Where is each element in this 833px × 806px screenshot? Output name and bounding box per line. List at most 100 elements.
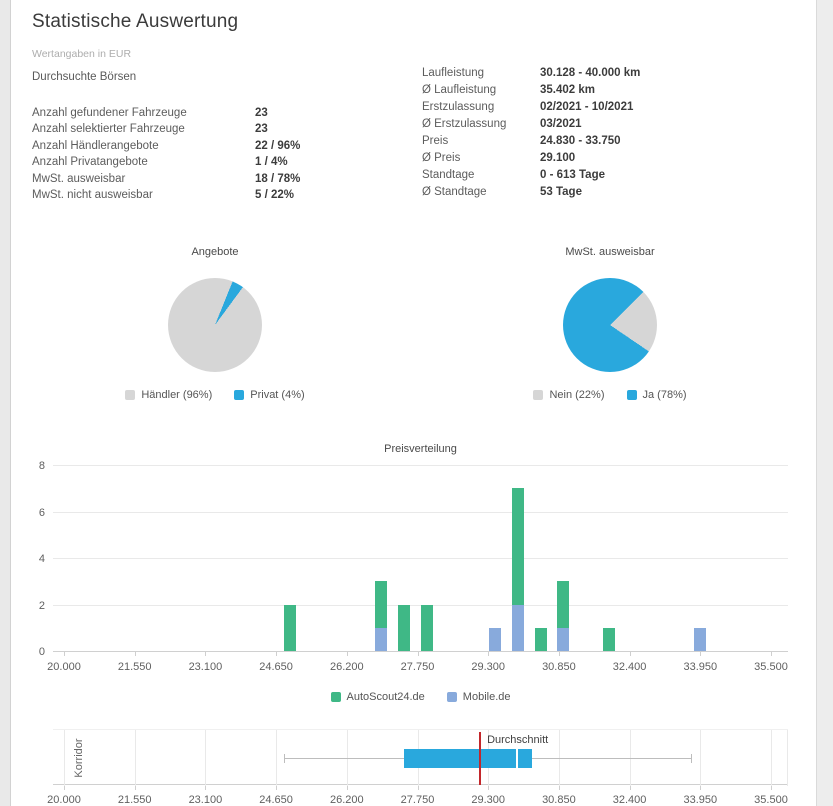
x-axis-label: 23.100 <box>188 794 223 806</box>
histogram-bar[interactable] <box>283 604 296 651</box>
stat-value: 24.830 - 33.750 <box>540 135 621 147</box>
x-axis-label: 20.000 <box>47 661 81 673</box>
legend-item[interactable]: Nein (22%) <box>533 389 605 401</box>
gridline <box>53 604 788 606</box>
legend-item[interactable]: Ja (78%) <box>626 389 687 401</box>
y-axis-label: 8 <box>38 460 45 472</box>
legend-item[interactable]: AutoScout24.de <box>330 691 425 703</box>
x-axis-tick <box>771 652 772 656</box>
x-axis-tick <box>558 786 560 790</box>
stat-value: 0 - 613 Tage <box>540 169 605 181</box>
stat-value: 23 <box>255 123 268 136</box>
histogram-bar[interactable] <box>420 604 433 651</box>
stat-label: Standtage <box>422 169 475 181</box>
stat-row: Standtage 0 - 613 Tage <box>422 167 640 184</box>
legend-marker-icon <box>330 692 341 702</box>
stat-value: 35.402 km <box>540 84 595 96</box>
x-axis-label: 20.000 <box>47 794 81 806</box>
histogram-bar[interactable] <box>534 627 547 651</box>
y-axis-label: 6 <box>38 506 45 519</box>
stat-value: 29.100 <box>540 152 576 164</box>
legend-item[interactable]: Mobile.de <box>446 691 511 703</box>
legend-item[interactable]: Privat (4%) <box>234 389 305 401</box>
x-axis-label: 27.750 <box>400 794 435 806</box>
histogram-bar[interactable] <box>375 581 387 651</box>
legend-label: Privat (4%) <box>250 389 305 401</box>
page-subtitle: Wertangaben in EUR <box>32 48 132 60</box>
stat-row: Anzahl Händlerangebote 22 / 96% <box>32 138 300 154</box>
legend-marker-icon <box>234 390 245 400</box>
stat-row: Anzahl selektierter Fahrzeuge 23 <box>32 121 300 137</box>
pie-chart-angebote: Angebote Händler (96%) Privat (4%) <box>75 246 355 401</box>
x-axis-tick <box>205 652 207 656</box>
stats-right-table: Laufleistung 30.128 - 40.000 km Ø Laufleis… <box>422 65 640 201</box>
stat-row: Anzahl gefundener Fahrzeuge 23 <box>32 105 300 121</box>
bar-segment-mobile <box>375 627 387 651</box>
bar-segment-autoscout <box>511 488 524 605</box>
korridor-box[interactable] <box>403 749 532 768</box>
stat-row: Laufleistung 30.128 - 40.000 km <box>422 65 640 82</box>
whisker-cap <box>691 754 693 763</box>
histogram-bar[interactable] <box>397 604 410 651</box>
stat-label: Anzahl selektierter Fahrzeuge <box>32 123 185 136</box>
bar-segment-autoscout <box>283 604 296 651</box>
bar-segment-autoscout <box>557 581 570 628</box>
legend-label: Ja (78%) <box>642 389 687 401</box>
x-axis-tick <box>629 652 631 656</box>
korridor-box-divider <box>515 749 518 768</box>
gridline <box>53 511 788 513</box>
durchschnitt-line <box>479 732 482 785</box>
x-axis-tick <box>417 786 419 790</box>
x-axis-label: 29.300 <box>471 794 506 806</box>
korridor-boxplot: Korridor 20.000 21.550 23.100 24.650 26.200 2… <box>11 726 818 806</box>
stat-value: 22 / 96% <box>255 139 301 152</box>
stat-row: MwSt. nicht ausweisbar 5 / 22% <box>32 187 300 203</box>
x-axis-label: 26.200 <box>329 794 364 806</box>
x-axis-tick <box>205 786 207 790</box>
page-title: Statistische Auswertung <box>32 11 239 32</box>
x-axis-label: 33.950 <box>683 794 718 806</box>
stat-label: Ø Laufleistung <box>422 84 497 96</box>
bar-segment-mobile <box>557 627 570 651</box>
stat-value: 18 / 78% <box>255 172 301 185</box>
gridline <box>53 465 788 466</box>
x-axis-tick <box>771 786 772 790</box>
histogram-bar[interactable] <box>557 581 570 651</box>
whisker-cap <box>284 754 286 763</box>
x-axis-label: 24.650 <box>259 661 293 673</box>
x-axis-label: 32.400 <box>612 661 647 673</box>
pie-chart-mwst: MwSt. ausweisbar Nein (22%) Ja (78%) <box>470 246 750 401</box>
histogram-bar[interactable] <box>603 627 616 651</box>
stat-label: Erstzulassung <box>422 101 495 113</box>
gridline <box>53 558 788 559</box>
histogram-legend: AutoScout24.de Mobile.de <box>53 691 788 703</box>
stat-label: Anzahl Händlerangebote <box>32 139 159 152</box>
gridline <box>700 730 702 786</box>
x-axis-tick <box>276 786 278 790</box>
legend-marker-icon <box>626 390 637 400</box>
x-axis-label: 30.850 <box>542 794 576 806</box>
stat-value: 30.128 - 40.000 km <box>540 67 641 79</box>
bar-segment-autoscout <box>603 627 616 651</box>
window-edge-band <box>817 0 833 806</box>
bar-segment-autoscout <box>534 627 547 651</box>
x-axis-label: 33.950 <box>683 661 718 673</box>
gridline <box>771 730 772 786</box>
pie-angebote-circle[interactable] <box>168 278 262 372</box>
bar-segment-mobile <box>694 627 707 651</box>
pie-mwst-circle[interactable] <box>563 278 657 372</box>
y-axis-label: 0 <box>38 646 45 658</box>
x-axis-label: 26.200 <box>329 661 364 673</box>
durchschnitt-label: Durchschnitt <box>487 734 549 746</box>
y-axis-label: 2 <box>38 599 45 612</box>
legend-label: AutoScout24.de <box>346 691 425 703</box>
legend-label: Nein (22%) <box>549 389 605 401</box>
x-axis-label: 30.850 <box>542 661 576 673</box>
gridline <box>64 730 65 786</box>
histogram-plot: 0 2 4 6 8 20.000 21.550 23.100 24.650 26.200 27.75… <box>39 460 788 673</box>
legend-item[interactable]: Händler (96%) <box>125 389 212 401</box>
histogram-bar[interactable] <box>489 627 502 651</box>
histogram-bar[interactable] <box>694 627 707 651</box>
gridline <box>205 730 207 786</box>
histogram-bar[interactable] <box>511 488 524 651</box>
